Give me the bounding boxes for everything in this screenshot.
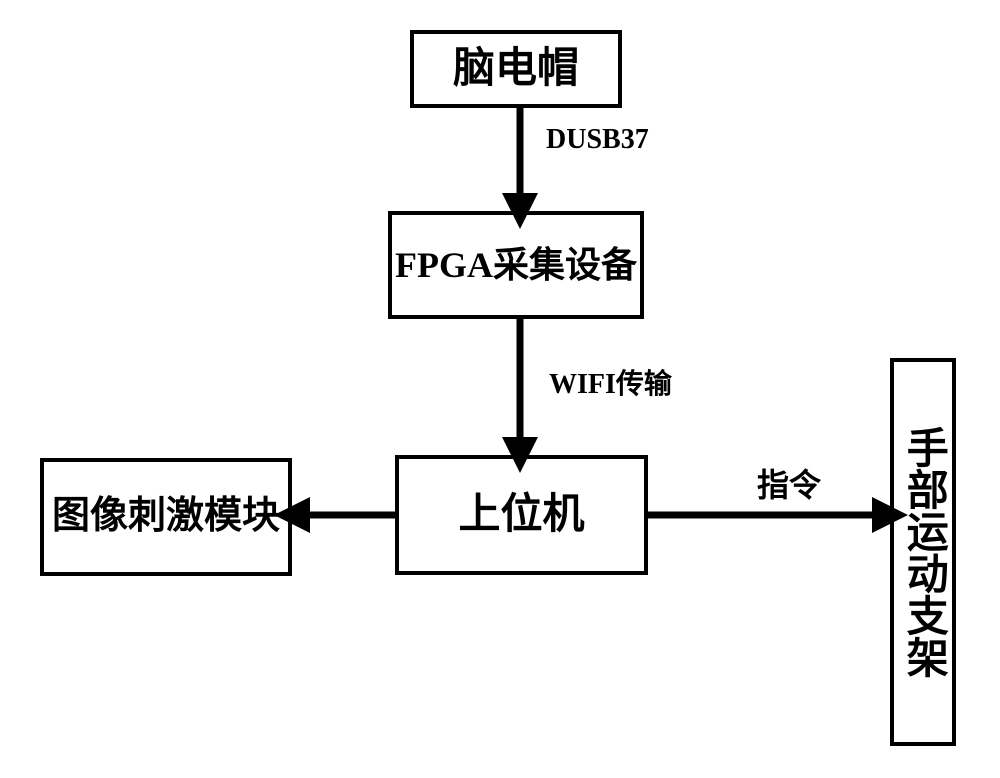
edge-label-command: 指令 xyxy=(757,460,821,506)
flowchart-canvas: 脑电帽 FPGA采集设备 上位机 图像刺激模块 手部运动支架 DUSB37 WI… xyxy=(0,0,1000,778)
edge-host-to-hand xyxy=(0,0,1000,778)
